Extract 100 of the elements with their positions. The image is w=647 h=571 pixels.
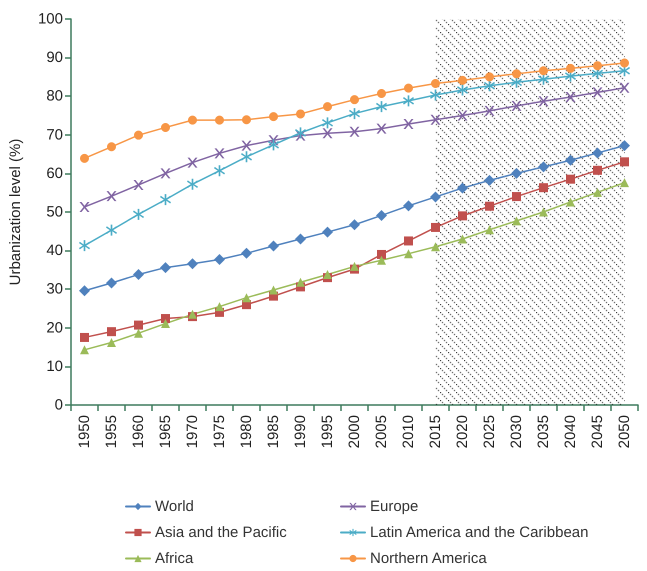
x-tick-label: 2000 [346, 415, 363, 448]
x-tick-label: 1965 [157, 415, 174, 448]
point [296, 278, 305, 287]
point [107, 338, 116, 347]
point [322, 226, 333, 238]
point [485, 225, 494, 234]
point [539, 66, 548, 76]
legend-label: Europe [370, 498, 418, 515]
point [79, 240, 90, 252]
point [377, 256, 386, 265]
x-tick-label: 1950 [76, 415, 93, 448]
point [620, 157, 629, 166]
x-tick-label: 2040 [562, 415, 579, 448]
x-tick-label: 1995 [319, 415, 336, 448]
point [133, 208, 144, 220]
point [592, 87, 602, 98]
point [512, 192, 521, 202]
point [106, 191, 116, 202]
point [214, 165, 225, 176]
y-tick-label: 60 [46, 164, 63, 182]
point [80, 154, 89, 163]
point [376, 210, 387, 221]
y-tick-label: 50 [46, 204, 63, 220]
x-tick-label: 1985 [265, 415, 282, 448]
point [538, 96, 548, 106]
point [323, 102, 332, 112]
point [160, 168, 170, 178]
point [484, 106, 494, 116]
point [349, 219, 360, 230]
point [268, 139, 279, 150]
point [565, 154, 576, 166]
point [619, 65, 630, 76]
point [134, 180, 144, 190]
point [619, 140, 630, 152]
legend-label: Asia and the Pacific [155, 524, 288, 541]
point [350, 126, 360, 137]
x-tick-label: 2020 [454, 415, 471, 448]
point [80, 202, 90, 212]
point [484, 174, 495, 186]
point [485, 202, 494, 211]
point [404, 249, 413, 258]
point [322, 117, 333, 128]
point [457, 84, 468, 96]
point [160, 262, 171, 274]
point [431, 222, 440, 232]
point [620, 58, 629, 68]
legend-label: Latin America and the Caribbean [370, 524, 588, 541]
point [188, 310, 197, 319]
point [539, 208, 548, 216]
point [376, 101, 387, 112]
point [242, 115, 251, 124]
point [512, 100, 522, 111]
point [566, 174, 575, 184]
point [215, 116, 224, 125]
point [512, 69, 521, 78]
y-tick-label: 0 [54, 396, 63, 414]
x-tick-label: 1980 [238, 415, 255, 448]
point [80, 345, 89, 354]
point [242, 140, 252, 151]
y-tick-label: 40 [46, 242, 63, 260]
point [592, 147, 603, 158]
legend-label: Africa [155, 550, 194, 567]
point [458, 211, 467, 220]
point [268, 240, 279, 252]
point [593, 166, 602, 175]
point [566, 197, 575, 206]
point [323, 270, 332, 280]
point [161, 122, 170, 132]
point [79, 285, 90, 296]
point [133, 269, 144, 280]
point [620, 82, 630, 93]
point [322, 128, 332, 138]
point [269, 112, 278, 122]
point [187, 178, 198, 190]
point [431, 78, 440, 88]
point [188, 116, 197, 125]
x-tick-label: 2035 [535, 415, 552, 448]
point [458, 110, 468, 120]
point [107, 142, 116, 152]
point [80, 332, 89, 342]
point [620, 178, 629, 188]
point [106, 224, 117, 236]
point [403, 95, 414, 106]
legend-label: Northern America [370, 550, 488, 567]
point [161, 319, 170, 328]
point [161, 314, 170, 324]
point [430, 114, 440, 125]
point [376, 124, 386, 134]
point [404, 236, 413, 246]
y-tick-label: 10 [46, 358, 63, 375]
point [214, 254, 225, 265]
y-tick-label: 100 [38, 10, 63, 28]
y-axis-title: Urbanization level (%) [7, 138, 24, 286]
point [512, 216, 521, 226]
x-tick-label: 2005 [373, 415, 390, 448]
point [241, 151, 252, 162]
point [458, 76, 467, 85]
y-tick-label: 30 [46, 280, 63, 298]
point [106, 278, 117, 289]
x-tick-label: 2015 [427, 415, 444, 448]
